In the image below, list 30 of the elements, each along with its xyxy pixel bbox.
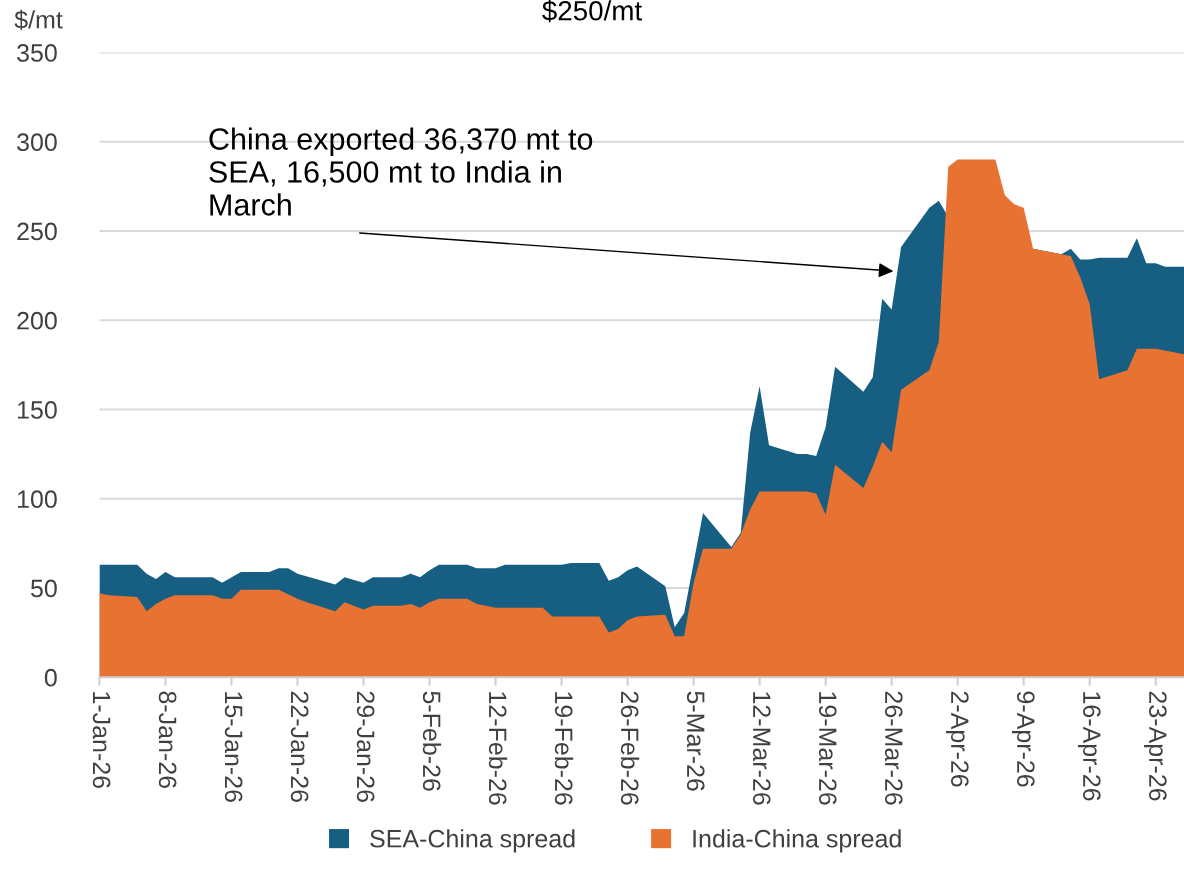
y-tick-label: 100 — [17, 490, 57, 509]
legend-label: SEA-China spread — [370, 829, 575, 853]
x-tick-label: 16-Apr-26 — [1078, 692, 1101, 801]
y-tick-label: 300 — [17, 133, 57, 152]
x-tick-label: 22-Jan-26 — [290, 691, 309, 802]
x-tick-label: 2-Apr-26 — [946, 691, 969, 787]
y-tick-label: 200 — [17, 311, 57, 330]
x-tick-label: 26-Feb-26 — [620, 691, 640, 805]
chart-title: $250/mt — [542, 0, 642, 23]
x-tick-label: 12-Feb-26 — [488, 692, 508, 805]
x-tick-label: 12-Mar-26 — [752, 692, 771, 805]
x-tick-label: 23-Apr-26 — [1144, 691, 1167, 801]
legend-label: India-China spread — [693, 829, 901, 853]
annotation: China exported 36,370 mt to SEA, 16,500 mt to India in March — [209, 127, 593, 216]
x-tick-label: 1-Jan-26 — [92, 692, 111, 789]
x-tick-label: 26-Mar-26 — [884, 691, 903, 805]
x-tick-label: 15-Jan-26 — [224, 692, 243, 802]
x-tick-label: 5-Mar-26 — [686, 691, 705, 791]
y-tick-label: 250 — [17, 222, 57, 241]
y-axis-title: $/mt — [14, 9, 63, 31]
y-tick-label: 150 — [17, 401, 57, 419]
x-tick-label: 5-Feb-26 — [422, 691, 442, 791]
x-tick-label: 19-Feb-26 — [554, 692, 574, 805]
y-tick-label: 350 — [17, 44, 57, 62]
y-tick-label: 0 — [44, 668, 57, 687]
y-tick-label: 50 — [30, 579, 57, 598]
x-tick-label: 8-Jan-26 — [158, 691, 177, 789]
x-tick-label: 29-Jan-26 — [356, 691, 375, 802]
x-tick-label: 19-Mar-26 — [818, 692, 837, 805]
x-tick-label: 9-Apr-26 — [1012, 691, 1035, 787]
